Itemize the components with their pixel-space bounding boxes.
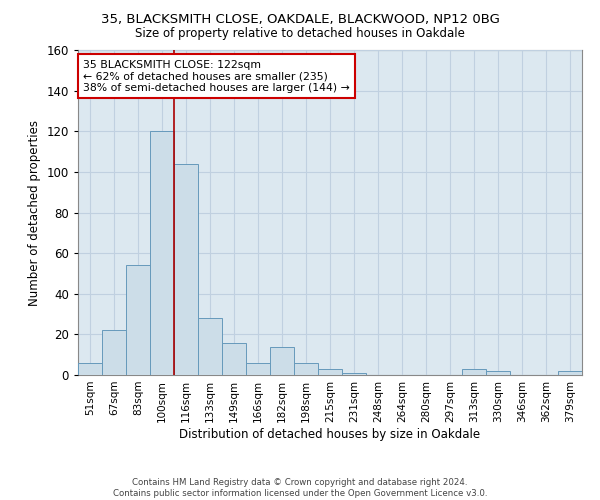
Bar xyxy=(126,266,150,375)
Bar xyxy=(462,369,486,375)
Bar xyxy=(222,342,246,375)
Bar xyxy=(294,363,318,375)
Text: Size of property relative to detached houses in Oakdale: Size of property relative to detached ho… xyxy=(135,28,465,40)
Bar xyxy=(486,371,510,375)
Bar xyxy=(198,318,222,375)
X-axis label: Distribution of detached houses by size in Oakdale: Distribution of detached houses by size … xyxy=(179,428,481,440)
Text: 35, BLACKSMITH CLOSE, OAKDALE, BLACKWOOD, NP12 0BG: 35, BLACKSMITH CLOSE, OAKDALE, BLACKWOOD… xyxy=(101,12,499,26)
Bar xyxy=(174,164,198,375)
Bar xyxy=(270,346,294,375)
Text: Contains HM Land Registry data © Crown copyright and database right 2024.
Contai: Contains HM Land Registry data © Crown c… xyxy=(113,478,487,498)
Bar xyxy=(318,369,342,375)
Bar xyxy=(78,363,102,375)
Bar xyxy=(558,371,582,375)
Bar xyxy=(102,330,126,375)
Bar xyxy=(150,131,174,375)
Text: 35 BLACKSMITH CLOSE: 122sqm
← 62% of detached houses are smaller (235)
38% of se: 35 BLACKSMITH CLOSE: 122sqm ← 62% of det… xyxy=(83,60,350,93)
Bar xyxy=(342,373,366,375)
Bar xyxy=(246,363,270,375)
Y-axis label: Number of detached properties: Number of detached properties xyxy=(28,120,41,306)
